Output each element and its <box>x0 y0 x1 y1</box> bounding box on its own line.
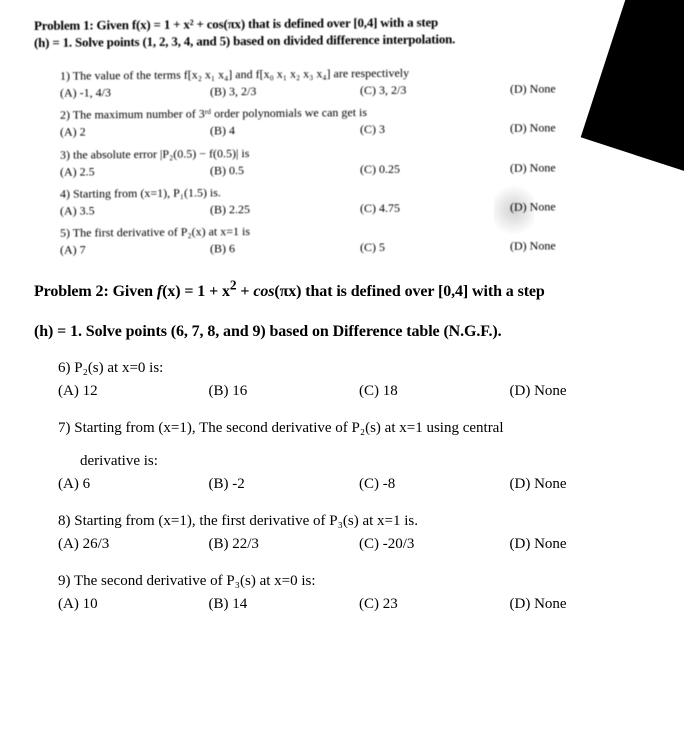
q5-b: (B) 6 <box>210 240 360 257</box>
q4-b: (B) 2.25 <box>210 200 360 217</box>
q6-a: (A) 12 <box>58 381 209 402</box>
q7-a: (A) 6 <box>58 474 209 495</box>
q9-a: (A) 10 <box>58 594 209 615</box>
q9-b: (B) 14 <box>209 594 360 615</box>
q8: 8) Starting from (x=1), the first deriva… <box>58 501 660 555</box>
q4: 4) Starting from (x=1), P₁(1.5) is. (A) … <box>60 180 660 219</box>
q6-b: (B) 16 <box>209 381 360 402</box>
q3-d: (D) None <box>510 158 660 175</box>
q7-b: (B) -2 <box>209 474 360 495</box>
q9-d: (D) None <box>510 594 661 615</box>
q9-text: 9) The second derivative of P₃(s) at x=0… <box>58 571 660 592</box>
q7-text-line1: 7) Starting from (x=1), The second deriv… <box>58 418 660 439</box>
q6: 6) P₂(s) at x=0 is: (A) 12 (B) 16 (C) 18… <box>58 348 660 402</box>
q8-c: (C) -20/3 <box>359 534 510 555</box>
q7-c: (C) -8 <box>359 474 510 495</box>
q1-c: (C) 3, 2/3 <box>360 81 510 98</box>
q2-a: (A) 2 <box>60 123 210 140</box>
q1: 1) The value of the terms f[x₂ x₁ x₄] an… <box>60 62 660 101</box>
q5: 5) The first derivative of P₂(x) at x=1 … <box>60 220 660 259</box>
q2-b: (B) 4 <box>210 121 360 138</box>
q3: 3) the absolute error |P₂(0.5) − f(0.5)|… <box>60 141 660 180</box>
q7: 7) Starting from (x=1), The second deriv… <box>58 408 660 495</box>
problem-2-heading-line2: (h) = 1. Solve points (6, 7, 8, and 9) b… <box>34 321 660 343</box>
q5-c: (C) 5 <box>360 238 510 255</box>
q2: 2) The maximum number of 3ʳᵈ order polyn… <box>60 102 660 141</box>
q8-d: (D) None <box>510 534 661 555</box>
q6-c: (C) 18 <box>359 381 510 402</box>
q5-a: (A) 7 <box>60 241 210 258</box>
q8-b: (B) 22/3 <box>209 534 360 555</box>
q1-d: (D) None <box>510 80 660 97</box>
q3-c: (C) 0.25 <box>360 160 510 177</box>
problem-2-heading-line1-text: Problem 2: Given f(x) = 1 + x2 + cos(πx)… <box>34 283 545 300</box>
q3-a: (A) 2.5 <box>60 162 210 179</box>
problem-2-block: Problem 2: Given f(x) = 1 + x2 + cos(πx)… <box>34 277 660 616</box>
q6-text: 6) P₂(s) at x=0 is: <box>58 358 660 379</box>
q8-a: (A) 26/3 <box>58 534 209 555</box>
problem-1-block: Problem 1: Given f(x) = 1 + x² + cos(πx)… <box>34 13 660 259</box>
q7-d: (D) None <box>510 474 661 495</box>
q2-c: (C) 3 <box>360 120 510 137</box>
problem-2-heading-line1: Problem 2: Given f(x) = 1 + x2 + cos(πx)… <box>34 277 660 303</box>
q9: 9) The second derivative of P₃(s) at x=0… <box>58 561 660 615</box>
q1-b: (B) 3, 2/3 <box>210 82 360 99</box>
q6-d: (D) None <box>510 381 661 402</box>
q4-a: (A) 3.5 <box>60 202 210 219</box>
q2-d: (D) None <box>510 119 660 136</box>
q7-text-line2: derivative is: <box>58 451 660 472</box>
q5-d: (D) None <box>510 237 660 254</box>
exam-page: Problem 1: Given f(x) = 1 + x² + cos(πx)… <box>0 0 684 732</box>
q3-b: (B) 0.5 <box>210 161 360 178</box>
q9-c: (C) 23 <box>359 594 510 615</box>
q8-text: 8) Starting from (x=1), the first deriva… <box>58 511 660 532</box>
q1-a: (A) -1, 4/3 <box>60 83 210 100</box>
q4-d: (D) None <box>510 198 660 215</box>
q4-c: (C) 4.75 <box>360 199 510 216</box>
